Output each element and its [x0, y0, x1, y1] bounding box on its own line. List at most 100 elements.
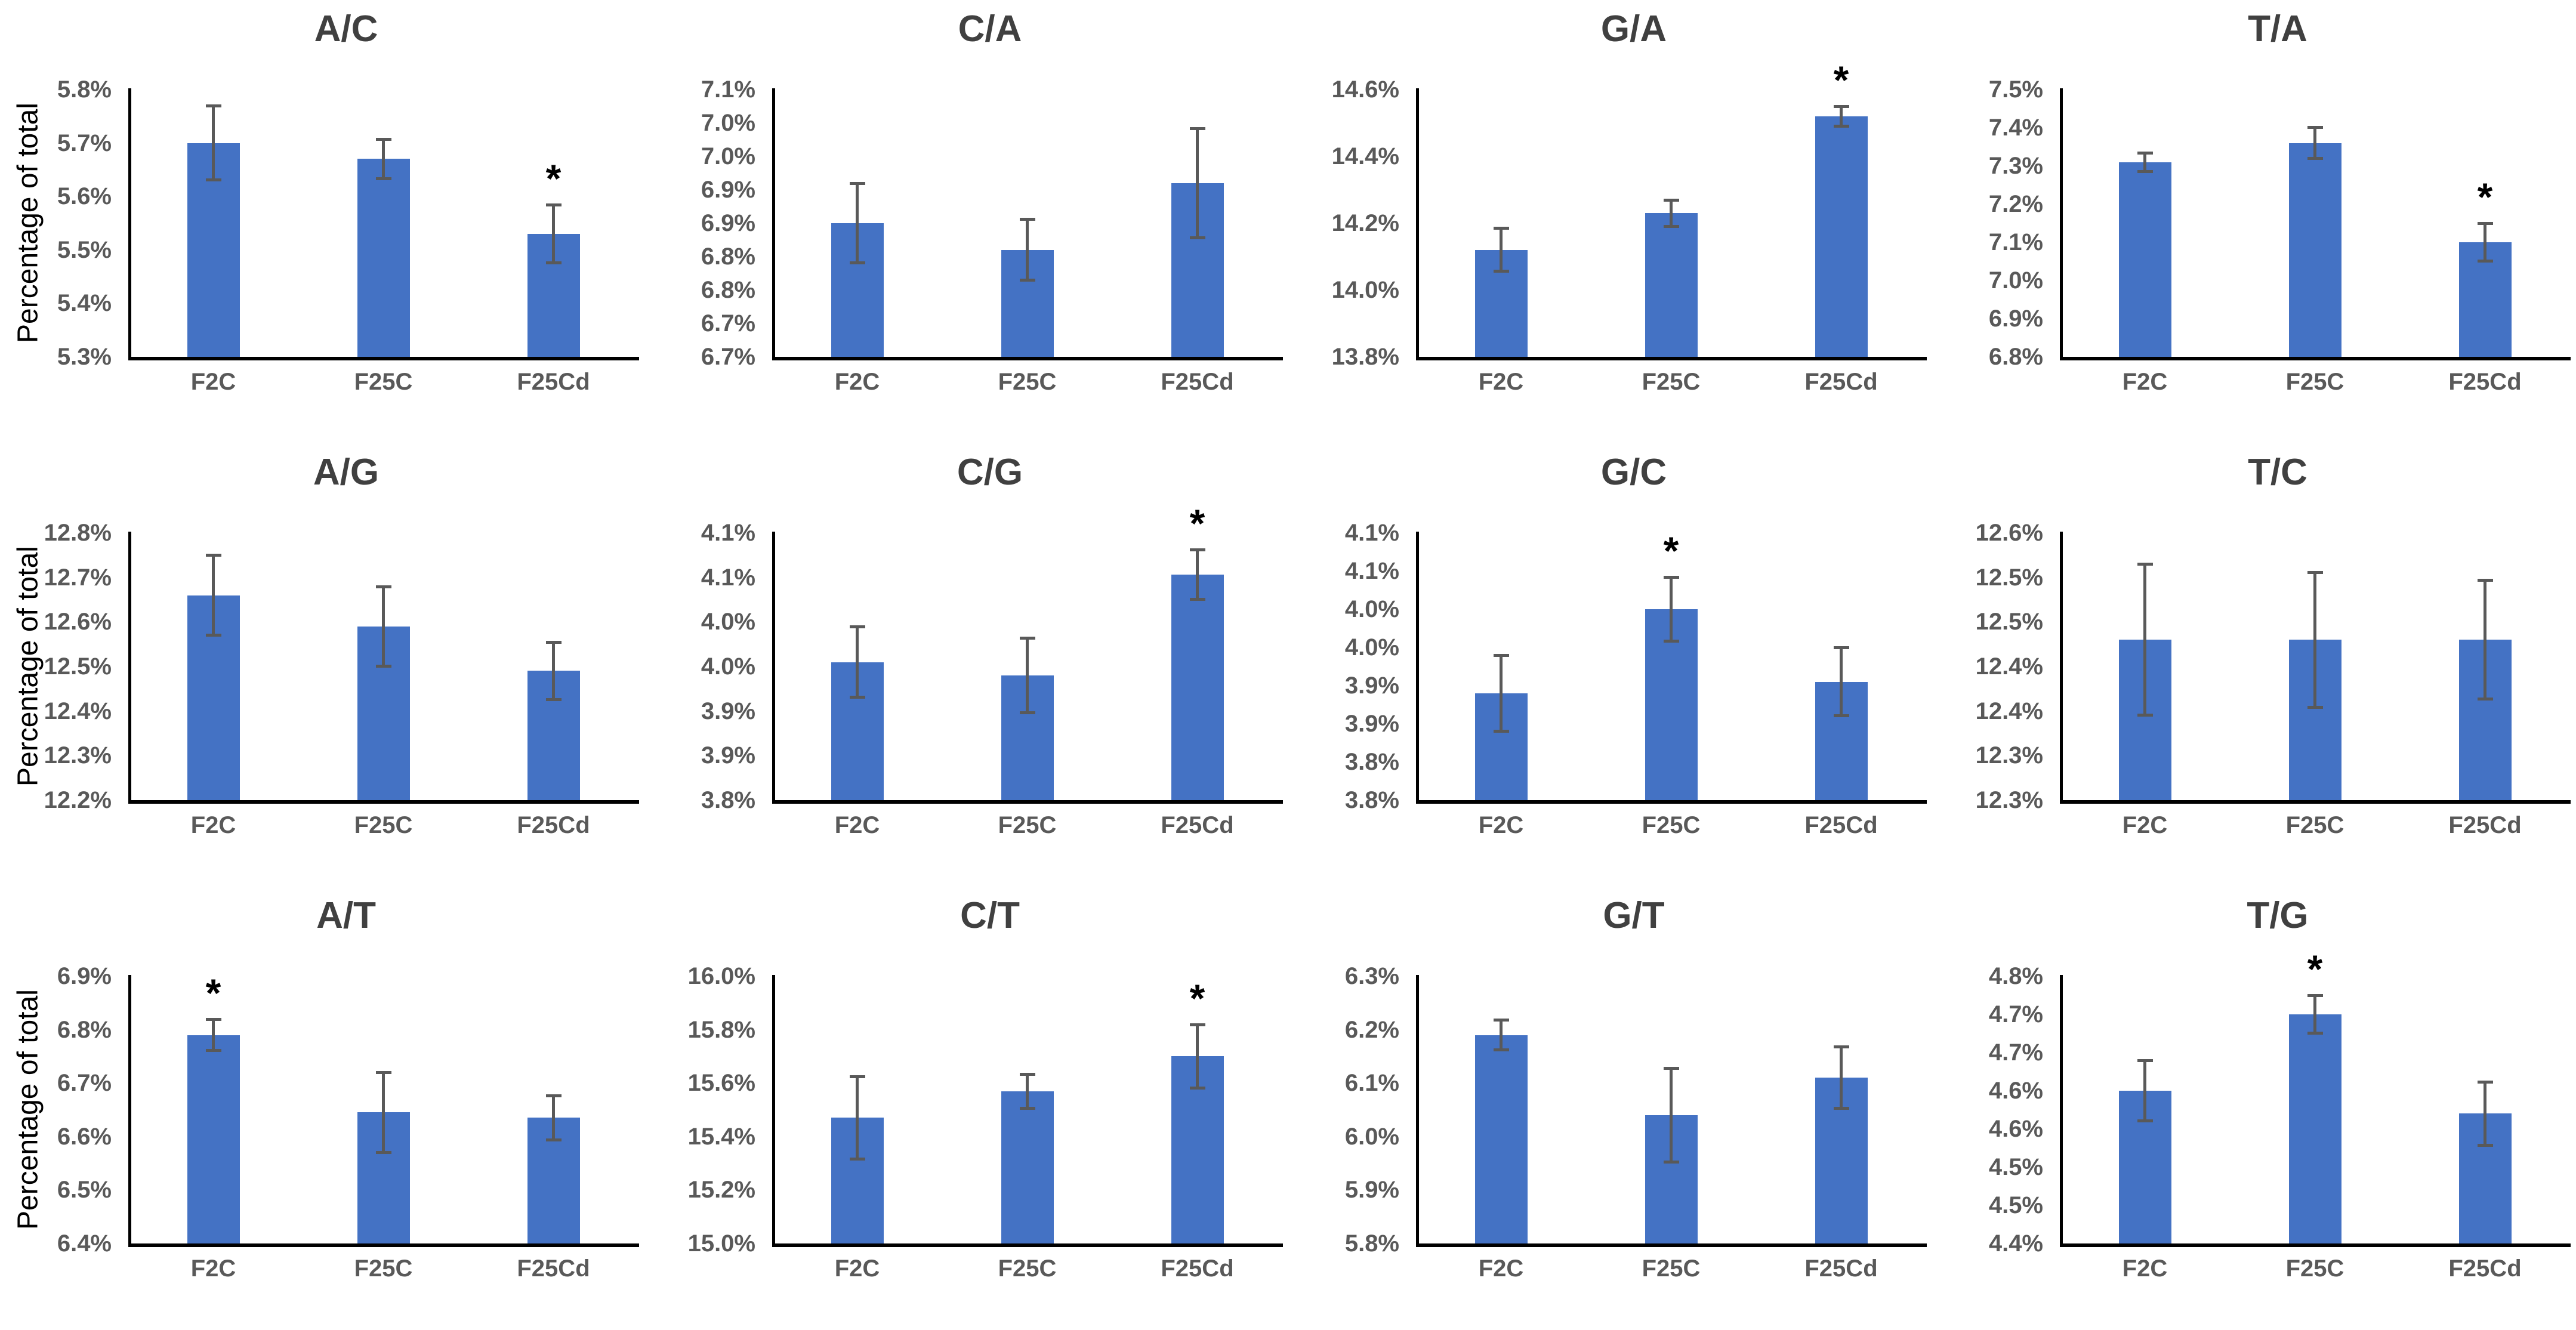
error-bar [382, 139, 385, 179]
y-tick-label: 5.7% [57, 129, 112, 156]
error-bar-cap-bottom [2477, 698, 2493, 701]
significance-asterisk: * [1663, 529, 1679, 573]
y-tick-label: 6.8% [701, 277, 755, 303]
error-bar-cap-bottom [1663, 639, 1679, 643]
x-category-label: F25C [998, 1255, 1057, 1282]
y-tick-label: 12.4% [1975, 698, 2043, 724]
x-category-label: F2C [1478, 1255, 1524, 1282]
y-tick-label: 12.7% [44, 564, 112, 591]
y-tick-label: 15.8% [687, 1016, 755, 1043]
x-axis-line [128, 1243, 639, 1247]
chart-title: C/A [958, 8, 1022, 50]
error-bar [552, 204, 555, 264]
error-bar-cap-bottom [545, 261, 562, 265]
chart-title: T/G [2247, 895, 2309, 936]
y-tick-label: 12.3% [1975, 742, 2043, 769]
error-bar [2313, 126, 2316, 159]
error-bar-cap-top [849, 181, 865, 185]
y-tick-label: 5.6% [57, 183, 112, 210]
x-category-label: F2C [2122, 1255, 2168, 1282]
y-tick-label: 4.1% [701, 564, 755, 591]
y-tick-label: 5.8% [57, 76, 112, 103]
y-tick-label: 4.5% [1988, 1154, 2043, 1180]
x-category-label: F25Cd [2448, 1255, 2522, 1282]
y-tick-label: 14.0% [1331, 277, 1399, 303]
error-bar-cap-bottom [2137, 714, 2153, 717]
y-tick-label: 6.9% [701, 177, 755, 203]
error-bar-cap-top [1493, 653, 1509, 657]
error-bar [1026, 1073, 1029, 1109]
x-axis-line [128, 357, 639, 360]
x-category-label: F25Cd [1161, 812, 1234, 838]
error-bar-cap-top [545, 1094, 562, 1097]
x-axis-line [128, 800, 639, 804]
y-tick-label: 3.9% [701, 698, 755, 724]
bar-f25cd [1171, 575, 1224, 800]
y-tick-label: 7.3% [1988, 153, 2043, 179]
y-tick-label: 6.1% [1344, 1070, 1399, 1097]
x-axis-line [2060, 800, 2571, 804]
error-bar [1670, 199, 1673, 227]
y-tick-label: 12.5% [44, 653, 112, 680]
error-bar-cap-bottom [375, 665, 391, 668]
error-bar [212, 105, 215, 181]
x-axis-line [1416, 1243, 1927, 1247]
error-bar-cap-bottom [2477, 260, 2493, 263]
error-bar-cap-top [2307, 125, 2323, 129]
y-tick-label: 6.4% [57, 1230, 112, 1257]
y-axis-line [128, 532, 131, 804]
error-bar-cap-bottom [2137, 1119, 2153, 1123]
chart-panel-t-a: T/A 7.5% 7.4% 7.3% 7.2% 7.1% 7.0% 6.9% 6.8% F2C F2… [1932, 0, 2575, 443]
x-category-label: F2C [2122, 369, 2168, 395]
error-bar-cap-bottom [2137, 169, 2153, 173]
error-bar-cap-top [2477, 1080, 2493, 1084]
significance-asterisk: * [2307, 947, 2323, 991]
error-bar-cap-bottom [1833, 124, 1849, 128]
error-bar-cap-bottom [1493, 729, 1509, 733]
y-tick-label: 15.6% [687, 1070, 755, 1097]
error-bar [2313, 572, 2316, 708]
y-axis-line [772, 88, 775, 360]
y-tick-label: 4.1% [1344, 520, 1399, 546]
error-bar-cap-top [1833, 1045, 1849, 1049]
chart-title: A/T [316, 895, 376, 936]
chart-panel-g-c: G/C 4.1% 4.1% 4.0% 4.0% 3.9% 3.9% 3.8% 3.8% F2C * F… [1288, 443, 1932, 887]
error-bar-cap-bottom [1663, 1160, 1679, 1164]
x-category-label: F25Cd [2448, 369, 2522, 395]
bar-f25c [357, 159, 410, 357]
error-bar-cap-bottom [2307, 157, 2323, 161]
y-tick-label: 3.9% [1344, 711, 1399, 737]
x-category-label: F25C [998, 369, 1057, 395]
y-tick-label: 4.6% [1988, 1116, 2043, 1142]
chart-title: A/G [313, 452, 380, 493]
error-bar [212, 1019, 215, 1051]
y-tick-label: 4.1% [701, 520, 755, 546]
bar-f2c [2118, 162, 2171, 357]
chart-panel-c-g: C/G 4.1% 4.1% 4.0% 4.0% 3.9% 3.9% 3.8% F2C F25C * F… [644, 443, 1288, 887]
error-bar-cap-top [205, 104, 221, 107]
error-bar-cap-bottom [545, 698, 562, 701]
bar-f2c [187, 1035, 240, 1243]
error-bar-cap-top [1833, 105, 1849, 108]
error-bar [856, 1076, 859, 1159]
error-bar-cap-top [375, 585, 391, 588]
error-bar [2143, 564, 2146, 716]
bar-f25c [2288, 143, 2341, 357]
error-bar-cap-top [2307, 570, 2323, 574]
error-bar-cap-top [375, 1071, 391, 1075]
error-bar [1670, 1068, 1673, 1162]
error-bar [382, 1072, 385, 1153]
y-tick-label: 6.9% [57, 963, 112, 989]
chart-title: G/T [1603, 895, 1665, 936]
error-bar-cap-bottom [1019, 1106, 1035, 1110]
y-tick-label: 7.0% [701, 110, 755, 136]
error-bar-cap-top [545, 640, 562, 644]
y-tick-label: 4.6% [1988, 1078, 2043, 1104]
error-bar [1500, 1020, 1503, 1050]
error-bar-cap-top [1189, 1023, 1205, 1026]
error-bar-cap-top [2137, 1059, 2153, 1062]
x-category-label: F2C [834, 812, 880, 838]
error-bar-cap-top [1663, 576, 1679, 579]
x-category-label: F25Cd [1804, 369, 1878, 395]
